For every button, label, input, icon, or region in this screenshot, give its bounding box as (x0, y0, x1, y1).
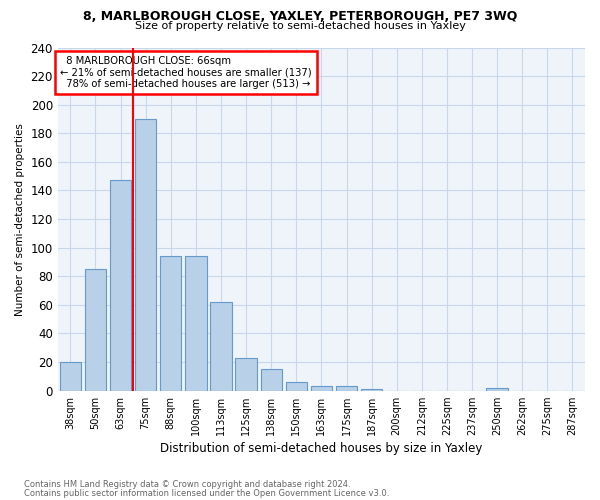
Bar (110, 180, 131, 390)
Text: 8 MARLBOROUGH CLOSE: 66sqm
← 21% of semi-detached houses are smaller (137)
  78%: 8 MARLBOROUGH CLOSE: 66sqm ← 21% of semi… (61, 56, 312, 90)
Bar (487, 388, 508, 390)
Bar (185, 256, 206, 390)
Bar (85, 269, 106, 390)
X-axis label: Distribution of semi-detached houses by size in Yaxley: Distribution of semi-detached houses by … (160, 442, 482, 455)
Bar (311, 386, 332, 390)
Bar (260, 369, 282, 390)
Bar (336, 386, 357, 390)
Bar (59, 362, 81, 390)
Bar (211, 302, 232, 390)
Text: Contains HM Land Registry data © Crown copyright and database right 2024.: Contains HM Land Registry data © Crown c… (24, 480, 350, 489)
Y-axis label: Number of semi-detached properties: Number of semi-detached properties (15, 122, 25, 316)
Text: 8, MARLBOROUGH CLOSE, YAXLEY, PETERBOROUGH, PE7 3WQ: 8, MARLBOROUGH CLOSE, YAXLEY, PETERBOROU… (83, 10, 517, 23)
Bar (160, 256, 181, 390)
Text: Size of property relative to semi-detached houses in Yaxley: Size of property relative to semi-detach… (134, 21, 466, 31)
Bar (235, 358, 257, 390)
Bar (135, 119, 157, 390)
Bar (286, 382, 307, 390)
Text: Contains public sector information licensed under the Open Government Licence v3: Contains public sector information licen… (24, 488, 389, 498)
